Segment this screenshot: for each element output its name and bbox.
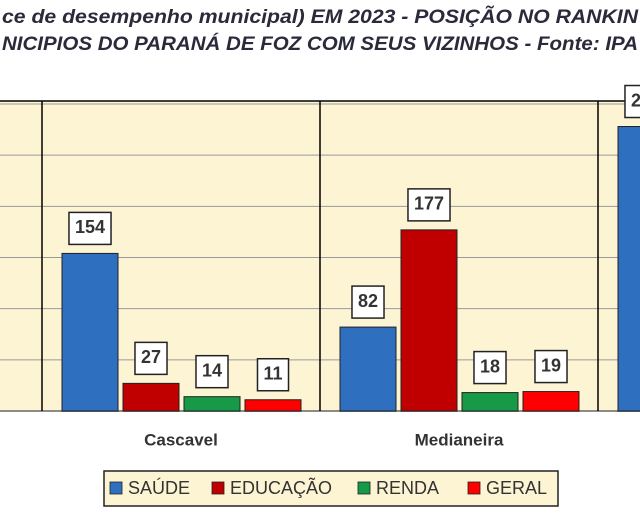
bar (61, 252, 119, 412)
chart-title: ce de desempenho municipal) EM 2023 - PO… (2, 6, 639, 28)
bar (400, 229, 458, 412)
bar (461, 392, 519, 412)
value-label: 19 (541, 355, 561, 375)
bar (617, 126, 640, 412)
value-label-box (624, 84, 640, 119)
legend-swatch (357, 481, 371, 495)
legend-label: RENDA (376, 478, 439, 498)
value-label-box (256, 357, 290, 392)
legend-swatch (211, 481, 225, 495)
value-label-box (407, 188, 451, 222)
value-label: 82 (358, 291, 378, 311)
value-label: 11 (263, 363, 282, 383)
value-label: 177 (414, 194, 444, 214)
legend-label: SAÚDE (128, 477, 190, 498)
value-label: 18 (480, 356, 500, 376)
bar (339, 326, 397, 412)
chart-title: NICIPIOS DO PARANÁ DE FOZ COM SEUS VIZIN… (2, 33, 638, 55)
legend-label: EDUCAÇÃO (230, 477, 332, 498)
value-label-box (68, 211, 112, 246)
x-tick-label: Medianeira (415, 430, 504, 449)
legend-label: GERAL (486, 478, 547, 498)
bar (183, 396, 241, 412)
legend-swatch (109, 481, 123, 495)
value-label: 154 (75, 217, 105, 237)
legend-swatch (467, 481, 481, 495)
bar (522, 391, 580, 412)
bar (244, 399, 302, 412)
bar (122, 382, 180, 412)
value-label-box (195, 354, 229, 389)
x-tick-label: Cascavel (144, 430, 218, 449)
value-label-box (351, 285, 385, 319)
value-label-box (473, 350, 507, 385)
value-label-box (534, 349, 568, 384)
value-label: 14 (202, 360, 222, 380)
value-label-box (134, 341, 168, 376)
legend (103, 470, 559, 507)
value-label: 27 (141, 347, 161, 367)
value-label: 278 (631, 90, 640, 110)
